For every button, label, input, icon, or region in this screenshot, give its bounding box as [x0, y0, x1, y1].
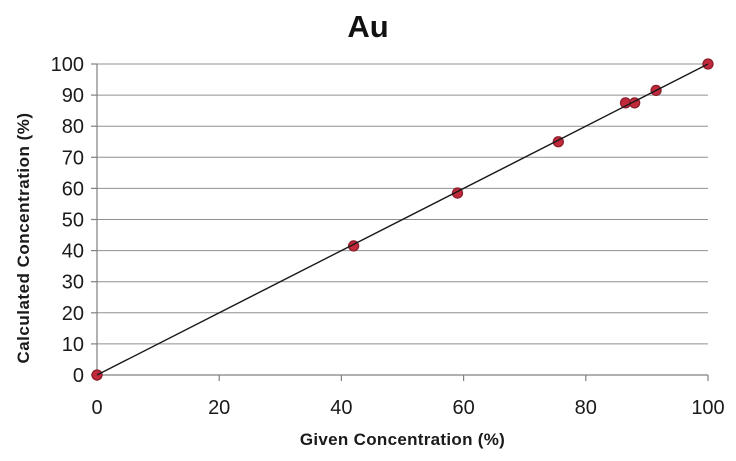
y-tick-label-70: 70: [62, 147, 84, 169]
y-tick-label-0: 0: [73, 365, 84, 387]
y-tick-label-30: 30: [62, 272, 84, 294]
x-tick-label-40: 40: [330, 397, 352, 419]
trendline: [96, 63, 709, 376]
y-tick-label-60: 60: [62, 178, 84, 200]
x-tick-label-20: 20: [208, 397, 230, 419]
y-tick-label-90: 90: [62, 85, 84, 107]
x-tick-label-0: 0: [91, 397, 102, 419]
y-tick-label-50: 50: [62, 210, 84, 232]
x-tick-label-80: 80: [575, 397, 597, 419]
y-tick-label-80: 80: [62, 116, 84, 138]
y-tick-label-100: 100: [51, 54, 84, 76]
x-tick-label-60: 60: [452, 397, 474, 419]
x-tick-label-100: 100: [691, 397, 724, 419]
data-point-7: [702, 58, 714, 70]
y-tick-label-40: 40: [62, 241, 84, 263]
chart-title: Au: [347, 9, 389, 44]
x-axis-title: Given Concentration (%): [299, 430, 506, 449]
y-tick-label-10: 10: [62, 334, 84, 356]
y-tick-label-20: 20: [62, 303, 84, 325]
